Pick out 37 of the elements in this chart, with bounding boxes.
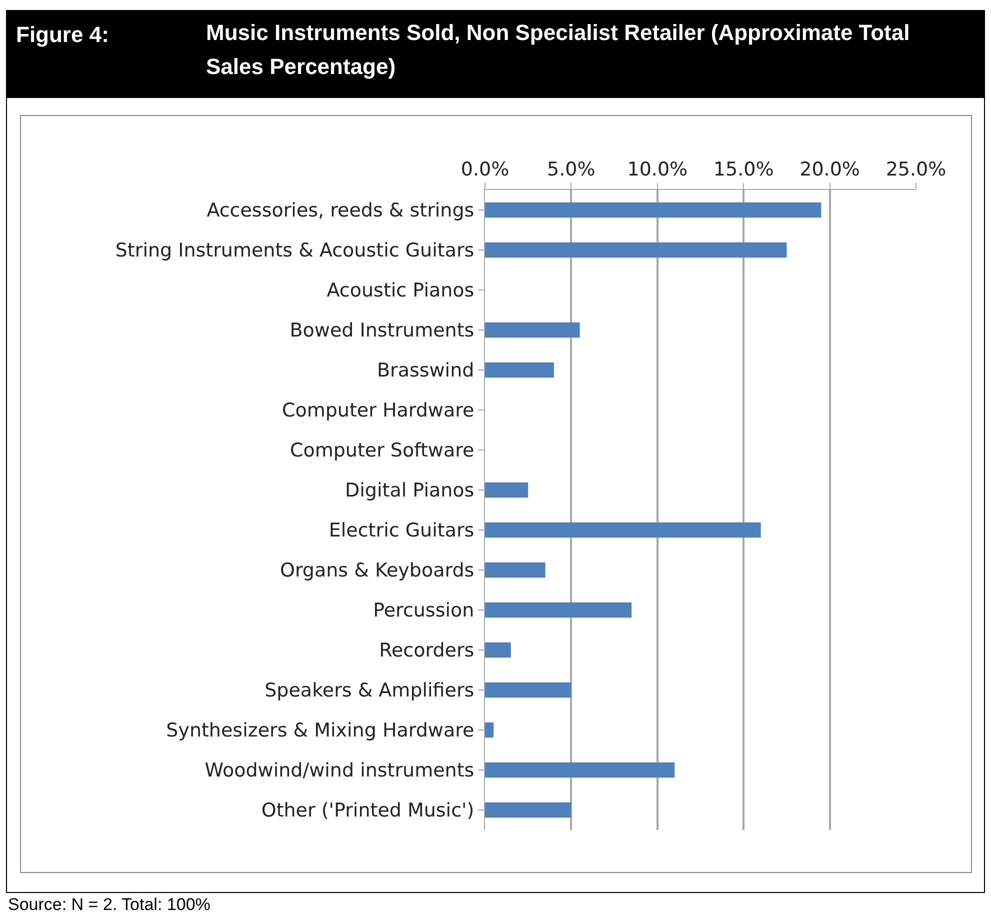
bar [485,202,822,218]
x-tick-label: 5.0% [547,158,596,180]
bar [485,522,761,538]
bar [485,562,546,578]
y-tick-label: Computer Software [290,440,474,462]
x-tick-label: 15.0% [713,158,774,180]
y-tick-label: Bowed Instruments [290,320,474,342]
x-tick-label: 10.0% [627,158,688,180]
y-tick-label: Digital Pianos [345,480,474,502]
y-tick-label: Other ('Printed Music') [261,800,474,822]
bar [485,722,494,738]
y-tick-label: String Instruments & Acoustic Guitars [115,240,474,262]
source-note: Source: N = 2. Total: 100% [8,895,210,915]
x-tick-label: 0.0% [460,158,510,180]
bar [485,322,580,338]
x-tick-label: 25.0% [886,158,946,180]
y-tick-label: Woodwind/wind instruments [204,760,474,782]
bar [485,362,554,378]
y-tick-label: Brasswind [376,360,474,382]
bar [485,802,572,818]
y-tick-label: Acoustic Pianos [326,280,474,302]
bar [485,242,787,258]
y-tick-label: Organs & Keyboards [280,560,474,582]
bar [485,602,632,618]
y-tick-label: Accessories, reeds & strings [206,200,474,222]
bar [485,482,528,498]
bar [485,762,675,778]
y-tick-label: Synthesizers & Mixing Hardware [166,720,474,742]
y-tick-label: Speakers & Amplifiers [264,680,474,702]
y-tick-label: Computer Hardware [282,400,474,422]
x-tick-label: 20.0% [800,158,860,180]
bar [485,682,572,698]
y-tick-label: Recorders [379,640,474,662]
bar [485,642,511,658]
chart-title: Figure 4: Music Instruments Sold, Non Specialist Retailer (Approximate Total Sales Percentage) [16,20,910,79]
y-tick-label: Percussion [373,600,474,622]
y-tick-label: Electric Guitars [328,520,474,542]
